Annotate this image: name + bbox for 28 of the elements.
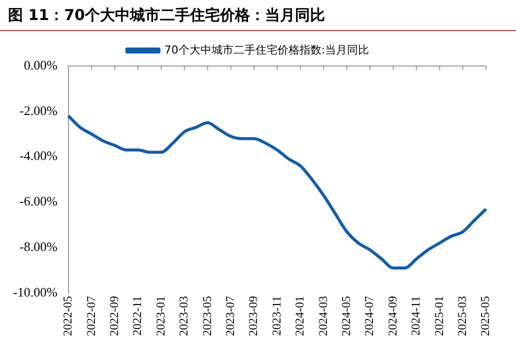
- chart-title: 图 11：70个大中城市二手住宅价格：当月同比: [0, 0, 516, 31]
- x-tick-label: 2025-03: [454, 296, 469, 336]
- x-tick-label: 2024-01: [292, 296, 307, 336]
- x-tick-label: 2023-07: [222, 296, 237, 336]
- x-tick-label: 2023-01: [153, 296, 168, 336]
- x-tick-label: 2024-11: [408, 296, 423, 336]
- x-tick-label: 2023-09: [246, 296, 260, 336]
- x-tick-label: 2022-07: [84, 296, 98, 336]
- legend-label: 70个大中城市二手住宅价格指数:当月同比: [164, 43, 370, 56]
- x-tick-label: 2022-11: [130, 296, 144, 336]
- line-series: [66, 114, 488, 270]
- y-tick-label: -8.00%: [19, 239, 58, 254]
- x-tick-label: 2023-03: [176, 296, 191, 336]
- x-tick-label: 2024-09: [385, 296, 400, 336]
- x-tick-label: 2024-03: [316, 296, 330, 336]
- x-tick-label: 2023-05: [200, 296, 214, 336]
- x-tick-label: 2025-05: [478, 296, 492, 336]
- x-tick-label: 2024-05: [338, 296, 353, 336]
- y-tick-label: -10.00%: [12, 284, 58, 300]
- y-tick-label: -2.00%: [19, 102, 58, 118]
- y-tick-label: -6.00%: [19, 194, 58, 209]
- x-tick-label: 2022-05: [60, 296, 75, 336]
- x-tick-label: 2024-07: [362, 296, 376, 336]
- y-tick-label: -4.00%: [19, 148, 58, 164]
- x-tick-label: 2022-09: [106, 296, 121, 336]
- x-tick-label: 2023-11: [269, 296, 284, 336]
- x-tick-label: 2025-01: [432, 296, 446, 336]
- y-tick-label: 0.00%: [24, 57, 58, 72]
